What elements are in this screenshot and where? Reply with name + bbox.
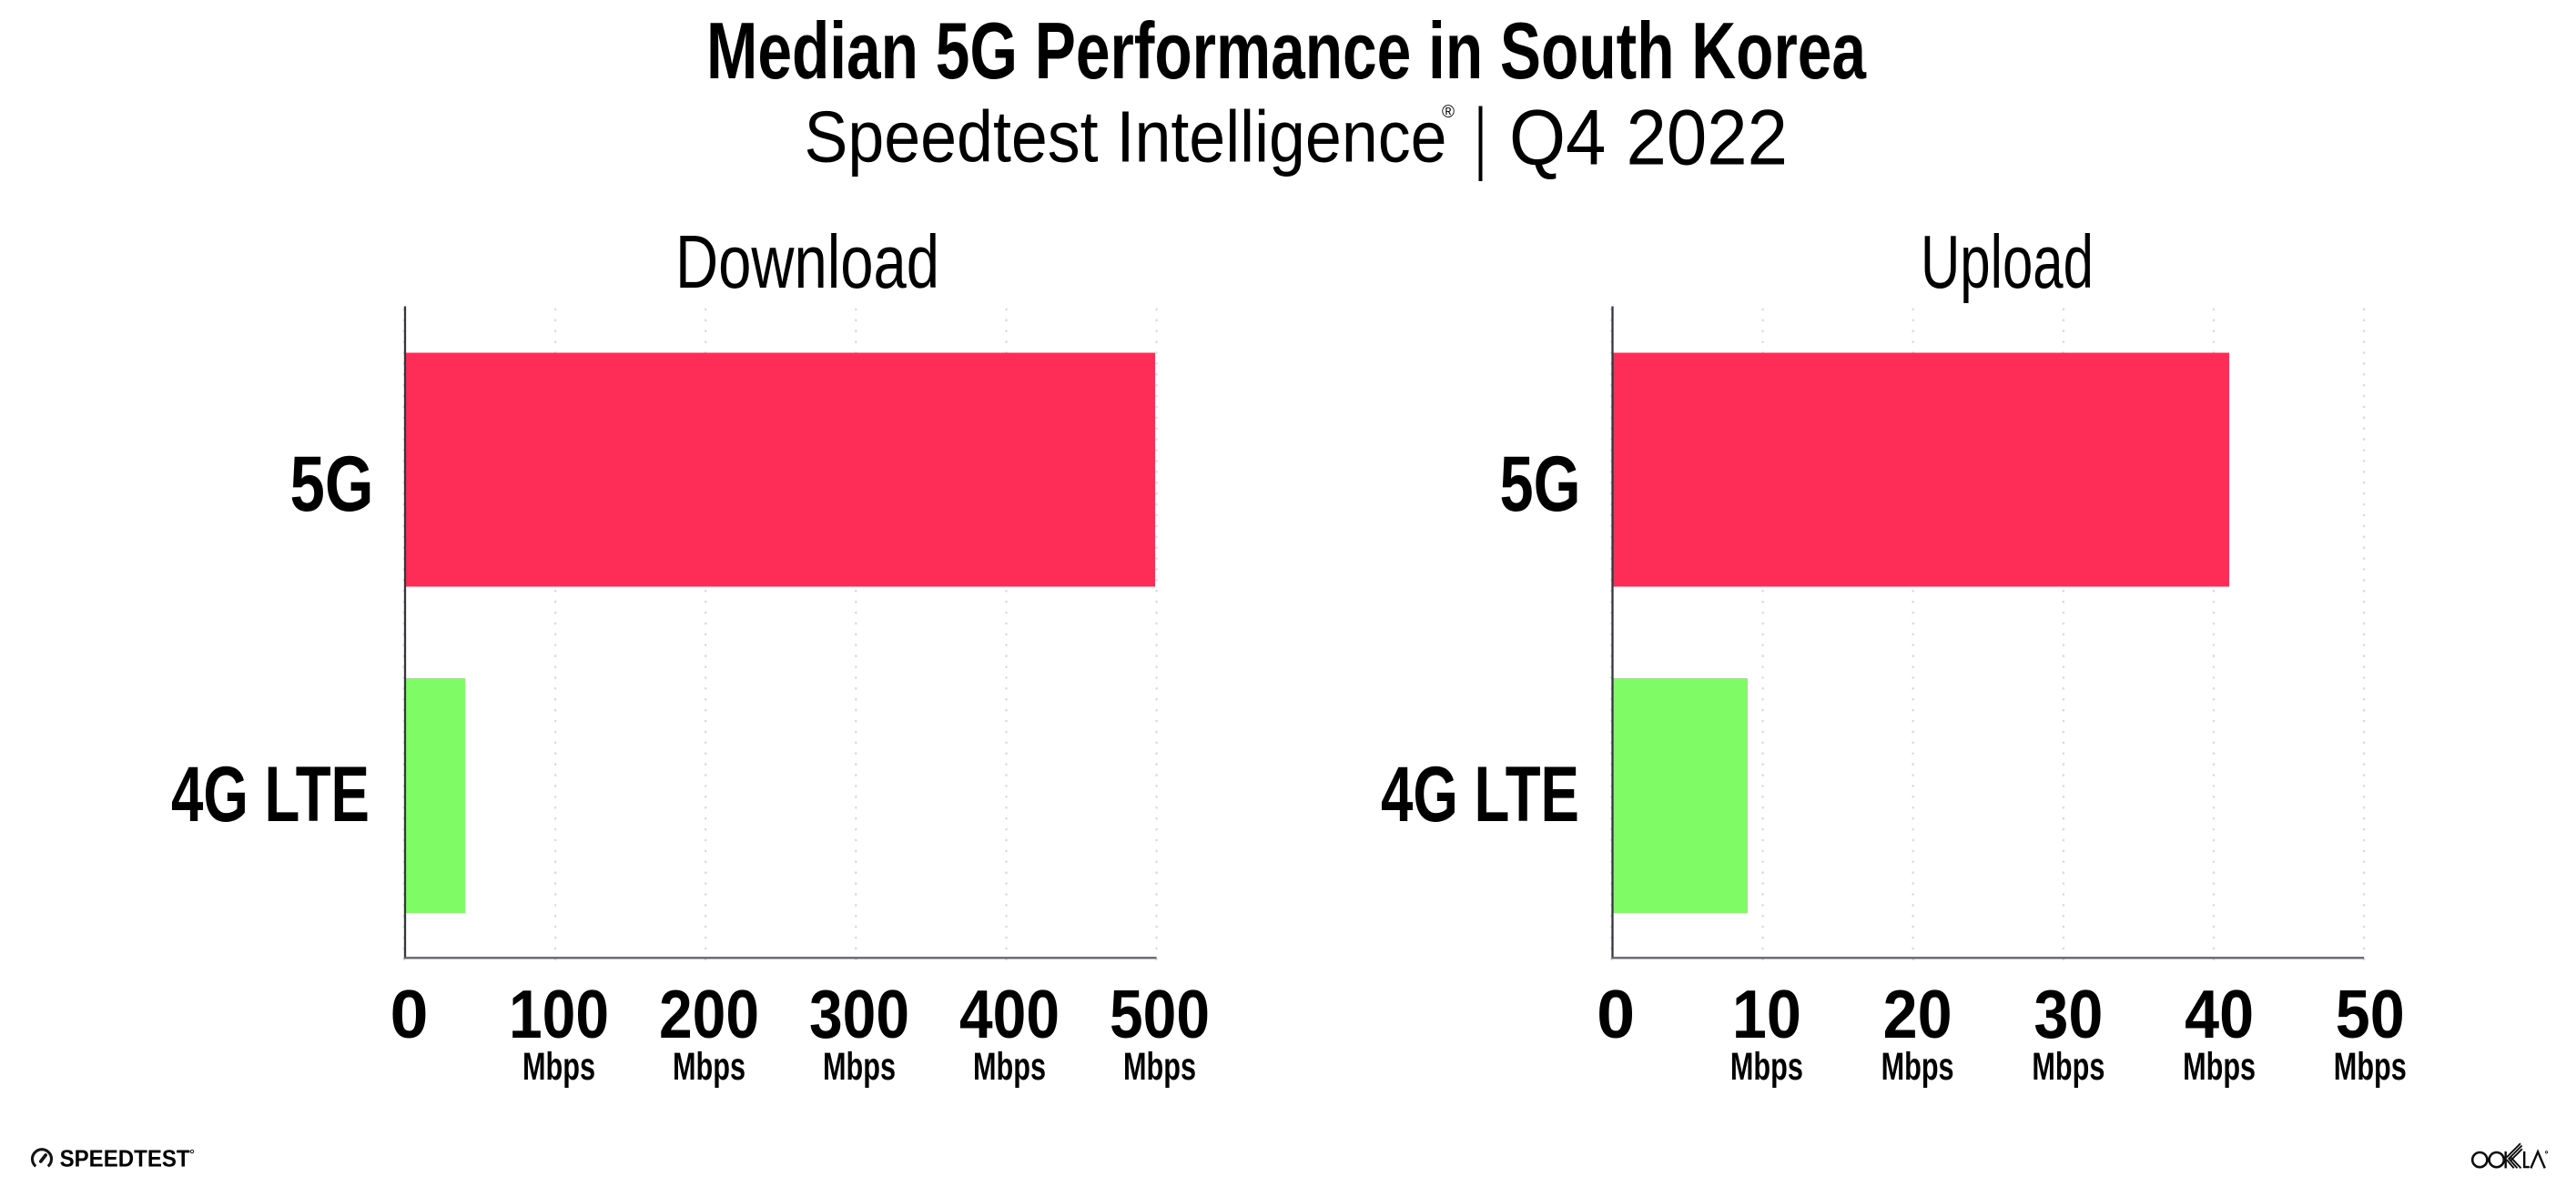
svg-text:200: 200	[659, 976, 759, 1052]
svg-text:Median 5G Performance in South: Median 5G Performance in South Korea	[706, 5, 1867, 96]
svg-text:0: 0	[390, 976, 429, 1052]
svg-text:0: 0	[1597, 976, 1635, 1052]
svg-text:40: 40	[2185, 976, 2254, 1052]
svg-text:10: 10	[1732, 976, 1801, 1052]
svg-text:20: 20	[1883, 976, 1952, 1052]
svg-text:Download: Download	[675, 219, 939, 304]
svg-text:4G LTE: 4G LTE	[1381, 751, 1579, 838]
svg-text:400: 400	[959, 976, 1060, 1052]
svg-text:Speedtest Intelligence: Speedtest Intelligence	[805, 96, 1447, 178]
svg-text:Mbps: Mbps	[522, 1045, 595, 1089]
svg-text:Mbps: Mbps	[823, 1045, 896, 1089]
svg-text:SPEEDTEST: SPEEDTEST	[60, 1144, 190, 1172]
svg-text:Mbps: Mbps	[2032, 1045, 2104, 1089]
svg-text:4G LTE: 4G LTE	[171, 751, 370, 838]
svg-text:Mbps: Mbps	[1123, 1045, 1196, 1089]
svg-text:100: 100	[509, 976, 609, 1052]
svg-text:5G: 5G	[1500, 441, 1581, 528]
svg-text:30: 30	[2033, 976, 2103, 1052]
svg-text:Q4 2022: Q4 2022	[1509, 95, 1788, 182]
svg-text:50: 50	[2336, 976, 2405, 1052]
svg-text:Mbps: Mbps	[673, 1045, 745, 1089]
svg-text:Upload: Upload	[1921, 219, 2094, 304]
svg-text:®: ®	[1442, 103, 1455, 122]
svg-text:Mbps: Mbps	[1730, 1045, 1803, 1089]
svg-text:Mbps: Mbps	[973, 1045, 1046, 1089]
svg-text:5G: 5G	[290, 441, 374, 528]
svg-text:300: 300	[809, 976, 909, 1052]
svg-text:Mbps: Mbps	[2334, 1045, 2407, 1089]
svg-text:Mbps: Mbps	[2183, 1045, 2256, 1089]
svg-text:Mbps: Mbps	[1881, 1045, 1954, 1089]
svg-text:500: 500	[1110, 976, 1210, 1052]
